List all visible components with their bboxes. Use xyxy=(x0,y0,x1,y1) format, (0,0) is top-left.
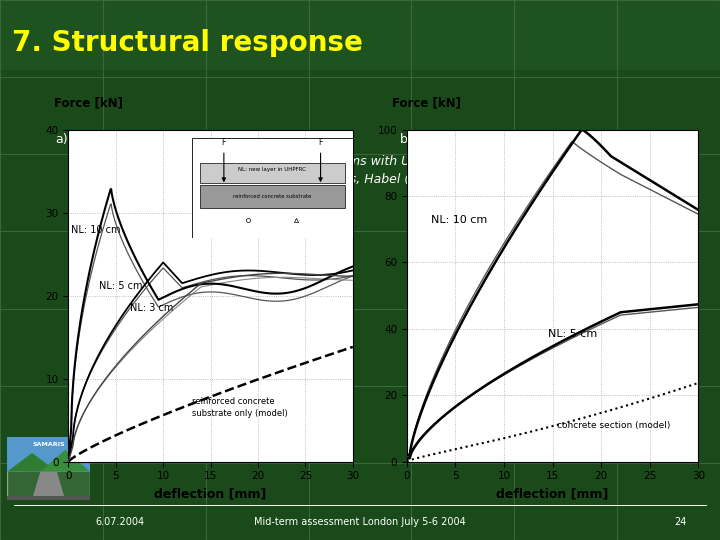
Text: 24: 24 xyxy=(674,517,686,527)
Polygon shape xyxy=(32,471,65,500)
Text: b) with rebars, Habel (2004).: b) with rebars, Habel (2004). xyxy=(269,173,451,186)
Bar xyxy=(199,185,345,208)
Text: NL: 3 cm: NL: 3 cm xyxy=(130,302,174,313)
Text: a): a) xyxy=(55,133,68,146)
Polygon shape xyxy=(40,450,90,471)
Text: SAMARIS: SAMARIS xyxy=(32,442,65,447)
Bar xyxy=(0,0,720,70)
X-axis label: deflection [mm]: deflection [mm] xyxy=(496,487,609,500)
Polygon shape xyxy=(7,453,57,471)
Text: Force [kN]: Force [kN] xyxy=(54,97,123,110)
Bar xyxy=(7,437,90,471)
Text: 7. Structural response: 7. Structural response xyxy=(12,29,363,57)
Text: F: F xyxy=(318,138,323,147)
Text: NL: 5 cm: NL: 5 cm xyxy=(99,281,143,291)
Text: Flexural tests on composite beams with UHPFRC: a) without rebars,: Flexural tests on composite beams with U… xyxy=(148,156,572,168)
Text: NL: 10 cm: NL: 10 cm xyxy=(71,225,121,235)
Text: concrete section (model): concrete section (model) xyxy=(557,422,671,430)
Bar xyxy=(199,163,345,183)
Text: NL: new layer in UHPFRC: NL: new layer in UHPFRC xyxy=(238,166,306,172)
Text: reinforced concrete substrate: reinforced concrete substrate xyxy=(233,194,312,199)
Text: NL: 5 cm: NL: 5 cm xyxy=(548,329,597,339)
Text: Mid-term assessment London July 5-6 2004: Mid-term assessment London July 5-6 2004 xyxy=(254,517,466,527)
X-axis label: deflection [mm]: deflection [mm] xyxy=(154,487,267,500)
Bar xyxy=(7,496,90,500)
Text: reinforced concrete
substrate only (model): reinforced concrete substrate only (mode… xyxy=(192,397,287,418)
Text: Force [kN]: Force [kN] xyxy=(392,97,462,110)
Text: 6.07.2004: 6.07.2004 xyxy=(96,517,145,527)
Text: b): b) xyxy=(400,133,413,146)
Text: F: F xyxy=(222,138,226,147)
Text: NL: 10 cm: NL: 10 cm xyxy=(431,214,487,225)
